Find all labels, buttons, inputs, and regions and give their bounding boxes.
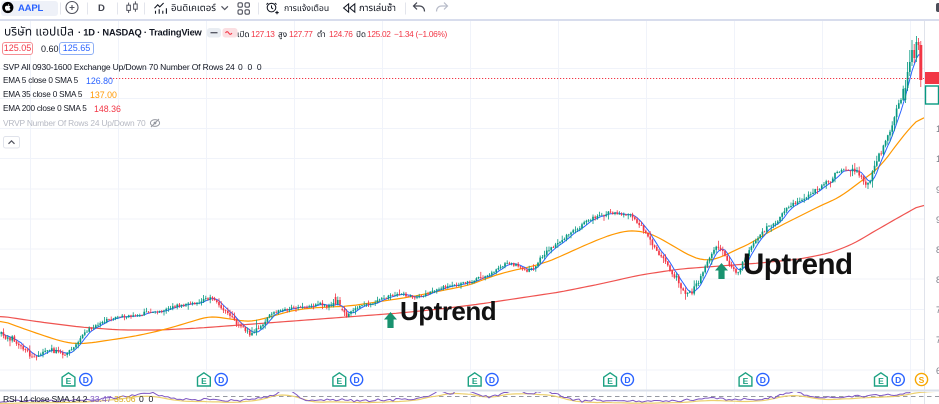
svg-text:8: 8 <box>936 275 939 285</box>
svg-text:E: E <box>66 376 72 386</box>
svg-text:E: E <box>336 376 342 386</box>
svg-text:D: D <box>83 375 89 385</box>
svg-text:E: E <box>201 376 207 386</box>
svg-text:E: E <box>743 376 749 386</box>
svg-text:7: 7 <box>936 335 939 345</box>
svg-text:D: D <box>218 375 224 385</box>
svg-text:D: D <box>760 375 766 385</box>
svg-text:6: 6 <box>936 366 939 376</box>
svg-text:9: 9 <box>936 215 939 225</box>
svg-text:9: 9 <box>936 185 939 195</box>
svg-text:8: 8 <box>936 245 939 255</box>
svg-text:1: 1 <box>936 124 939 134</box>
svg-text:D: D <box>489 375 495 385</box>
svg-text:E: E <box>878 376 884 386</box>
svg-text:E: E <box>607 376 613 386</box>
svg-text:7: 7 <box>936 305 939 315</box>
svg-text:E: E <box>472 376 478 386</box>
svg-text:D: D <box>624 375 630 385</box>
svg-text:D: D <box>895 375 901 385</box>
svg-text:D: D <box>354 375 360 385</box>
svg-text:1: 1 <box>936 154 939 164</box>
svg-text:S: S <box>919 375 925 385</box>
